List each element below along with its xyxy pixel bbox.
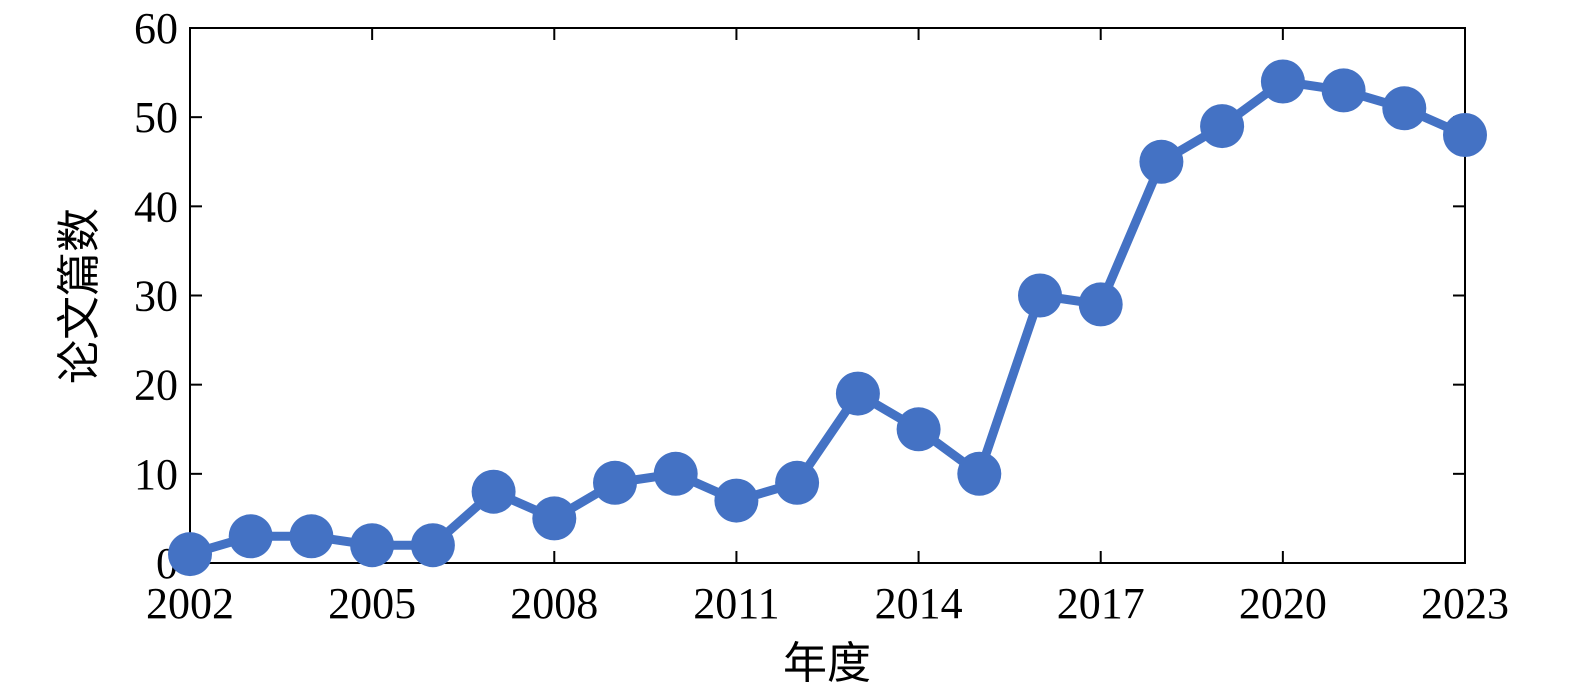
x-axis: 2002 2005 2008 2011 2014 2017 2020 2023: [146, 28, 1509, 628]
data-point-2002: [168, 532, 212, 577]
x-tick-label: 2011: [693, 579, 779, 628]
series-line: [185, 77, 1470, 559]
x-tick-label: 2020: [1239, 579, 1327, 628]
data-point-2004: [289, 514, 334, 559]
data-points: [168, 59, 1487, 577]
y-tick-label: 30: [134, 272, 178, 321]
data-point-2015: [957, 451, 1002, 496]
data-point-2005: [350, 523, 395, 568]
x-tick-label: 2017: [1057, 579, 1145, 628]
x-tick-label: 2005: [328, 579, 416, 628]
x-axis-title: 年度: [783, 639, 871, 688]
x-tick-label: 2023: [1421, 579, 1509, 628]
data-point-2017: [1078, 282, 1123, 327]
y-tick-label: 50: [134, 93, 178, 142]
data-point-2013: [835, 371, 880, 416]
data-point-2023: [1443, 113, 1487, 157]
data-point-2019: [1200, 104, 1245, 149]
data-point-2011: [714, 478, 759, 523]
data-point-2016: [1018, 273, 1062, 318]
data-point-2008: [532, 496, 577, 541]
data-point-2006: [410, 523, 455, 568]
data-point-2021: [1321, 68, 1366, 113]
data-point-2003: [228, 514, 273, 559]
y-axis-title: 论文篇数: [55, 208, 104, 384]
data-point-2012: [775, 460, 820, 505]
y-tick-label: 60: [134, 4, 178, 53]
y-tick-label: 40: [134, 182, 178, 231]
data-point-2009: [593, 460, 637, 505]
x-tick-label: 2014: [875, 579, 963, 628]
y-tick-label: 20: [134, 361, 178, 410]
x-tick-label: 2002: [146, 579, 234, 628]
data-point-2014: [896, 407, 941, 452]
x-tick-label: 2008: [510, 579, 598, 628]
data-point-2022: [1382, 86, 1427, 131]
data-point-2018: [1139, 139, 1184, 184]
data-point-2020: [1260, 59, 1305, 104]
data-point-2010: [653, 451, 698, 496]
plot-frame: [189, 27, 1466, 564]
y-tick-label: 10: [134, 450, 178, 499]
data-point-2007: [471, 469, 516, 514]
